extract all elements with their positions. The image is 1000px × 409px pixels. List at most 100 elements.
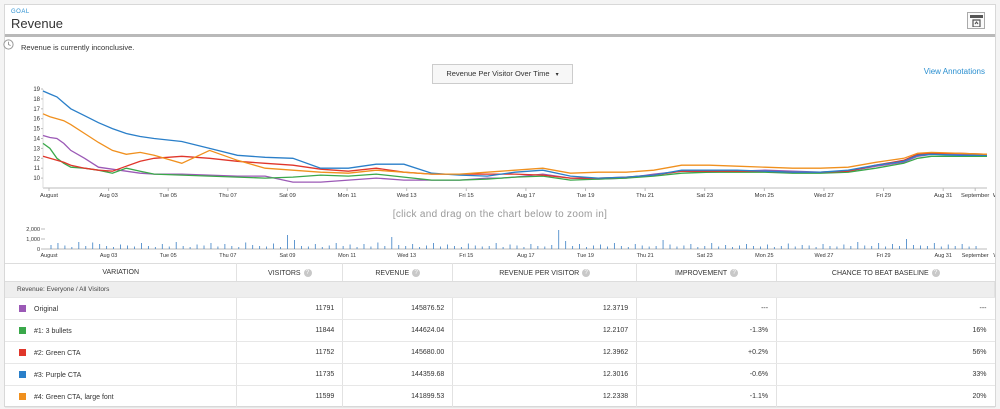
navigator-x-tick-label: Tue 05	[160, 253, 177, 259]
x-tick-label: Aug 31	[934, 193, 952, 199]
visitors-cell-text: 11791	[315, 305, 335, 312]
visitors-cell: 11599	[236, 385, 344, 408]
x-tick-label: Wed 13	[397, 193, 417, 199]
improvement-cell-text: -0.6%	[749, 371, 769, 378]
chance-to-beat-cell: 56%	[776, 341, 995, 364]
chance-to-beat-cell: ---	[776, 297, 995, 320]
navigator-x-tick-label: Sat 23	[697, 253, 713, 259]
improvement-cell-text: +0.2%	[748, 349, 769, 356]
navigator-y-tick-label: 2,000	[26, 227, 40, 233]
view-annotations-link[interactable]: View Annotations	[923, 67, 985, 76]
table-row[interactable]: #1: 3 bullets 11844 144624.04 12.2107 -1.3% 1…	[5, 319, 995, 342]
revenue-cell-text: 141899.53	[411, 393, 445, 400]
navigator-x-tick-label: Fri 29	[877, 253, 891, 259]
visitors-cell: 11752	[236, 341, 344, 364]
y-tick-label: 15	[33, 127, 40, 133]
revenue-per-visitor-cell: 12.2338	[452, 385, 638, 408]
col-revenue: REVENUE?	[342, 263, 454, 282]
series-line	[42, 113, 988, 175]
zoom-hint: [click and drag on the chart below to zo…	[392, 209, 608, 220]
y-tick-label: 18	[33, 97, 40, 103]
x-tick-label: Wed 27	[814, 193, 834, 199]
revenue-cell-text: 144359.68	[411, 371, 445, 378]
x-tick-label: Tue 05	[159, 193, 177, 199]
col-improvement: IMPROVEMENT?	[636, 263, 778, 282]
question-icon[interactable]: ?	[730, 268, 739, 277]
revenue-per-visitor-cell-text: 12.3016	[602, 371, 629, 378]
x-tick-label: Sat 23	[696, 193, 713, 199]
navigator-x-tick-label: Aug 31	[934, 253, 951, 259]
variation-name-text: #2: Green CTA	[34, 349, 81, 357]
collapse-icon[interactable]	[967, 12, 985, 29]
chance-to-beat-cell-text: 16%	[972, 327, 987, 334]
clock-icon	[3, 39, 14, 50]
metric-dropdown[interactable]: Revenue Per Visitor Over Time ▾	[432, 64, 573, 84]
question-icon[interactable]: ?	[412, 268, 421, 277]
table-row[interactable]: Original 11791 145876.52 12.3719 --- ---	[5, 297, 995, 320]
y-tick-label: 14	[33, 137, 40, 143]
improvement-cell: -1.3%	[636, 319, 778, 342]
chance-to-beat-cell: 33%	[776, 363, 995, 386]
question-icon[interactable]: ?	[931, 268, 940, 277]
goal-header: GOAL Revenue	[5, 5, 995, 37]
variation-name: #2: Green CTA	[5, 341, 238, 364]
navigator-x-tick-label: Thu 07	[219, 253, 236, 259]
revenue-per-visitor-chart[interactable]: 10 11 12 13 14 15 16 17 18 19 August Aug 03 Tue 05 Th…	[5, 83, 995, 213]
goal-panel: GOAL Revenue Revenue is currently inconc…	[3, 4, 996, 408]
variation-name-text: #3: Purple CTA	[34, 371, 82, 379]
goal-title: Revenue	[11, 16, 64, 31]
x-tick-label: Aug 17	[517, 193, 535, 199]
table-row[interactable]: #3: Purple CTA 11735 144359.68 12.3016 -0.6%…	[5, 363, 995, 386]
question-icon[interactable]: ?	[582, 268, 591, 277]
navigator-x-tick-label: Mon 25	[755, 253, 773, 259]
revenue-cell: 144359.68	[342, 363, 454, 386]
series-line	[42, 142, 987, 181]
variation-color-swatch	[19, 304, 26, 312]
table-row[interactable]: #4: Green CTA, large font 11599 141899.53 1…	[5, 385, 995, 408]
revenue-per-visitor-cell-text: 12.2338	[602, 393, 629, 400]
revenue-cell-text: 145876.52	[411, 305, 445, 312]
chance-to-beat-cell-text: 56%	[972, 349, 987, 356]
revenue-per-visitor-cell: 12.3719	[452, 297, 638, 320]
variation-color-swatch	[19, 392, 26, 400]
results-table: VARIATION VISITORS? REVENUE? REVENUE PER…	[5, 263, 995, 408]
navigator-x-tick-label: Wed 27	[815, 253, 834, 259]
revenue-cell-text: 144624.04	[411, 327, 445, 334]
revenue-cell-text: 145680.00	[411, 349, 445, 356]
y-tick-label: 13	[33, 146, 40, 152]
variation-name: #4: Green CTA, large font	[5, 385, 238, 408]
series-line	[42, 90, 987, 179]
chance-to-beat-cell: 20%	[776, 385, 995, 408]
question-icon[interactable]: ?	[303, 268, 312, 277]
navigator-x-tick-label: Sat 09	[279, 253, 295, 259]
table-row[interactable]: #2: Green CTA 11752 145680.00 12.3962 +0.2% 5…	[5, 341, 995, 364]
x-tick-label: Wed 03	[993, 193, 995, 199]
visitors-cell-text: 11844	[315, 327, 335, 334]
navigator-x-tick-label: Wed 03	[993, 253, 995, 259]
visitors-cell-text: 11752	[315, 349, 335, 356]
col-visitors: VISITORS?	[236, 263, 344, 282]
y-tick-label: 10	[33, 176, 40, 182]
improvement-cell-text: -1.3%	[749, 327, 769, 334]
visitors-cell-text: 11599	[315, 393, 335, 400]
revenue-cell: 141899.53	[342, 385, 454, 408]
col-chance-to-beat-baseline: CHANCE TO BEAT BASELINE?	[776, 263, 995, 282]
variation-color-swatch	[19, 326, 26, 334]
y-tick-label: 16	[33, 117, 40, 123]
navigator-x-tick-label: August	[40, 253, 58, 259]
y-tick-label: 11	[34, 166, 41, 172]
segment-row: Revenue: Everyone / All Visitors	[5, 281, 995, 298]
visitors-cell: 11844	[236, 319, 344, 342]
variation-name-text: #1: 3 bullets	[34, 327, 72, 335]
variation-name-text: #4: Green CTA, large font	[34, 393, 114, 401]
variation-color-swatch	[19, 348, 26, 356]
variation-name-text: Original	[34, 305, 59, 313]
y-tick-label: 12	[33, 156, 40, 162]
navigator-x-tick-label: Tue 19	[577, 253, 594, 259]
variation-color-swatch	[19, 370, 26, 378]
x-tick-label: September	[961, 193, 989, 199]
revenue-per-visitor-cell: 12.3016	[452, 363, 638, 386]
revenue-per-visitor-cell: 12.2107	[452, 319, 638, 342]
x-tick-label: Thu 21	[636, 193, 654, 199]
